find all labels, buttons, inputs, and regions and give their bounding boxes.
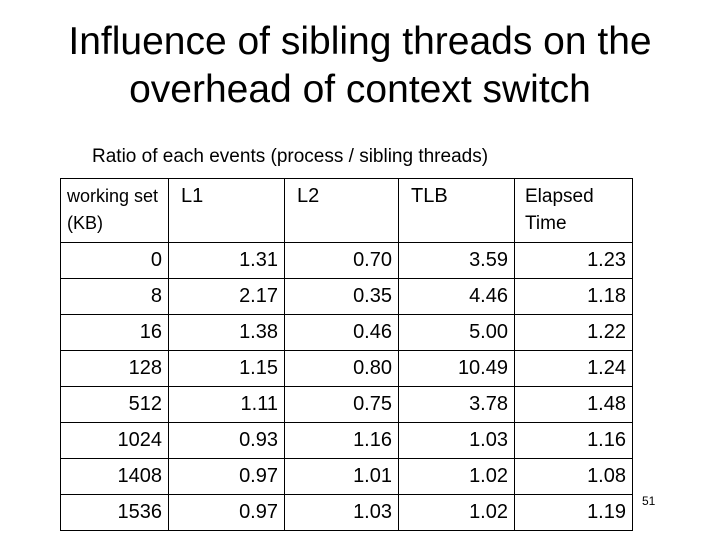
table-cell: 1.15 bbox=[168, 350, 285, 387]
table-cell: 1.31 bbox=[168, 242, 285, 279]
table-cell: 3.59 bbox=[398, 242, 515, 279]
header-cell: TLB bbox=[398, 178, 515, 243]
table-cell: 5.00 bbox=[398, 314, 515, 351]
table-cell: 0.97 bbox=[168, 458, 285, 495]
table-cell: 1.23 bbox=[514, 242, 633, 279]
table-cell: 0.80 bbox=[284, 350, 399, 387]
table-cell: 10.49 bbox=[398, 350, 515, 387]
table-cell: 128 bbox=[60, 350, 169, 387]
table-cell: 1536 bbox=[60, 494, 169, 531]
table-cell: 2.17 bbox=[168, 278, 285, 315]
table-cell: 1.01 bbox=[284, 458, 399, 495]
header-cell: L1 bbox=[168, 178, 285, 243]
table-cell: 0.97 bbox=[168, 494, 285, 531]
table-cell: 1.18 bbox=[514, 278, 633, 315]
table-cell: 1024 bbox=[60, 422, 169, 459]
table-cell: 1.02 bbox=[398, 458, 515, 495]
table-cell: 1.22 bbox=[514, 314, 633, 351]
subtitle: Ratio of each events (process / sibling … bbox=[92, 146, 489, 167]
table-cell: 0.46 bbox=[284, 314, 399, 351]
table-cell: 1.48 bbox=[514, 386, 633, 423]
table-cell: 1.19 bbox=[514, 494, 633, 531]
table-cell: 0.93 bbox=[168, 422, 285, 459]
table-cell: 1.38 bbox=[168, 314, 285, 351]
table-cell: 8 bbox=[60, 278, 169, 315]
page-number: 51 bbox=[642, 494, 656, 508]
table-cell: 1.24 bbox=[514, 350, 633, 387]
table-cell: 0.70 bbox=[284, 242, 399, 279]
header-cell: L2 bbox=[284, 178, 399, 243]
table-cell: 1.11 bbox=[168, 386, 285, 423]
slide-title: Influence of sibling threads on the over… bbox=[68, 20, 652, 111]
table-cell: 1.03 bbox=[284, 494, 399, 531]
table-cell: 1.02 bbox=[398, 494, 515, 531]
table-cell: 512 bbox=[60, 386, 169, 423]
table-cell: 0.75 bbox=[284, 386, 399, 423]
table-cell: 3.78 bbox=[398, 386, 515, 423]
table-cell: 1.03 bbox=[398, 422, 515, 459]
header-cell: Elapsed Time bbox=[514, 178, 633, 243]
table-cell: 1.16 bbox=[284, 422, 399, 459]
table-cell: 1408 bbox=[60, 458, 169, 495]
table: working set (KB) L1 L2 TLB Elapsed Time 0 1.31… bbox=[60, 178, 633, 531]
header-cell: working set (KB) bbox=[60, 178, 169, 243]
table-cell: 0.35 bbox=[284, 278, 399, 315]
table-cell: 1.08 bbox=[514, 458, 633, 495]
table-cell: 16 bbox=[60, 314, 169, 351]
table-cell: 4.46 bbox=[398, 278, 515, 315]
table-cell: 1.16 bbox=[514, 422, 633, 459]
table-cell: 0 bbox=[60, 242, 169, 279]
